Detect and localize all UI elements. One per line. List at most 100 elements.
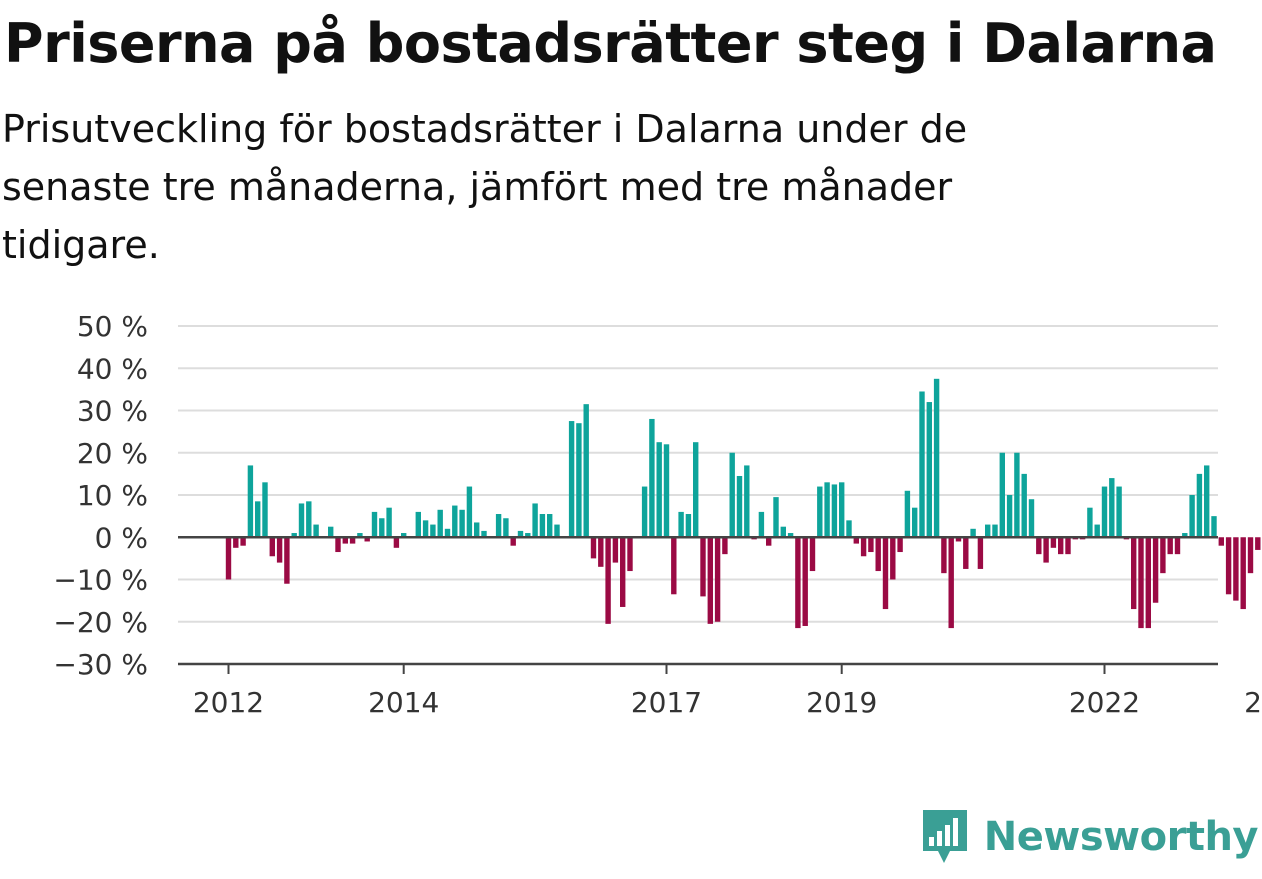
bar — [1058, 537, 1064, 555]
bar — [1087, 507, 1093, 538]
bar — [1240, 537, 1246, 610]
bar — [401, 533, 407, 538]
bar — [379, 518, 385, 538]
bar — [671, 537, 677, 595]
bar — [1036, 537, 1042, 555]
bar — [1028, 499, 1035, 538]
bar — [999, 452, 1005, 538]
bar — [649, 418, 655, 538]
bar — [933, 378, 940, 538]
bar — [1174, 537, 1181, 555]
bar — [1116, 486, 1122, 538]
y-tick-label: −20 % — [53, 606, 148, 639]
y-tick-label: 20 % — [77, 437, 148, 470]
bar — [1014, 452, 1020, 538]
bar — [736, 475, 743, 538]
bar — [985, 524, 991, 538]
bar — [1043, 537, 1049, 563]
bar — [298, 503, 305, 538]
bar-chart: 50 % 40 % 30 % 20 % 10 % 0 % −10 % −20 % −30 % 20… — [53, 310, 1262, 719]
bar-chart-bubble-icon — [922, 810, 967, 863]
bar — [678, 511, 684, 538]
bar — [284, 537, 290, 584]
bar — [1211, 516, 1217, 538]
bar — [313, 524, 319, 538]
bar — [466, 486, 473, 538]
bar — [860, 537, 867, 557]
bar — [590, 537, 597, 559]
bar — [430, 524, 436, 538]
bar — [255, 501, 261, 538]
bar — [707, 537, 713, 624]
x-tick-label: 2019 — [806, 686, 877, 719]
bar — [955, 537, 962, 542]
bar — [371, 511, 378, 538]
bar — [225, 537, 232, 580]
bar — [948, 537, 954, 629]
bar — [547, 514, 553, 538]
bar — [415, 511, 421, 538]
bar — [495, 514, 502, 538]
bar — [306, 501, 312, 538]
bar — [1204, 465, 1210, 538]
x-tick-label: 2014 — [368, 686, 439, 719]
bar — [233, 537, 239, 548]
bars — [225, 378, 1261, 629]
bar — [941, 537, 947, 574]
bar — [1247, 537, 1254, 574]
chart-title: Priserna på bostadsrätter steg i Dalarna — [4, 12, 1217, 75]
brand-logo: Newsworthy — [920, 807, 1259, 867]
bar — [787, 533, 794, 538]
bar — [612, 537, 619, 563]
bar — [685, 514, 692, 538]
bar — [1167, 537, 1173, 555]
bar — [1145, 537, 1151, 629]
bar — [1065, 537, 1071, 555]
bar — [620, 537, 626, 607]
bar — [904, 490, 911, 538]
bar — [809, 537, 816, 572]
bar — [276, 537, 283, 563]
bar — [919, 391, 925, 538]
bar — [481, 530, 487, 538]
bar — [780, 526, 786, 538]
bar — [992, 524, 998, 538]
y-tick-label: −30 % — [53, 648, 148, 681]
labels: 50 % 40 % 30 % 20 % 10 % 0 % −10 % −20 % −30 % 20… — [53, 310, 1262, 719]
bar — [1050, 537, 1057, 548]
bar — [912, 507, 918, 538]
bar — [444, 528, 451, 538]
bar — [766, 537, 772, 546]
bar — [247, 465, 254, 538]
bar — [1094, 524, 1100, 538]
axes — [178, 536, 1218, 674]
bar — [714, 537, 721, 622]
bar — [1218, 537, 1224, 546]
x-tick-label: 2017 — [631, 686, 702, 719]
bar — [875, 537, 881, 572]
bar — [1152, 537, 1159, 603]
bar — [926, 402, 932, 538]
bar — [758, 511, 765, 538]
bar — [663, 444, 670, 538]
bar — [846, 520, 852, 538]
brand-name: Newsworthy — [983, 814, 1259, 860]
bar — [532, 503, 538, 538]
bar — [817, 486, 823, 538]
x-tick-label: 2022 — [1069, 686, 1140, 719]
bar — [700, 537, 706, 597]
bar — [517, 530, 524, 538]
bar — [802, 537, 808, 626]
bar — [576, 423, 582, 538]
bar — [1021, 473, 1027, 538]
bar — [583, 404, 589, 538]
bar — [349, 537, 356, 544]
bar — [795, 537, 801, 629]
bar — [831, 484, 838, 538]
bar — [364, 537, 370, 542]
x-tick-label: 2012 — [193, 686, 264, 719]
bar — [342, 537, 348, 544]
bar — [240, 537, 246, 546]
bar — [459, 509, 465, 538]
bar — [882, 537, 889, 610]
